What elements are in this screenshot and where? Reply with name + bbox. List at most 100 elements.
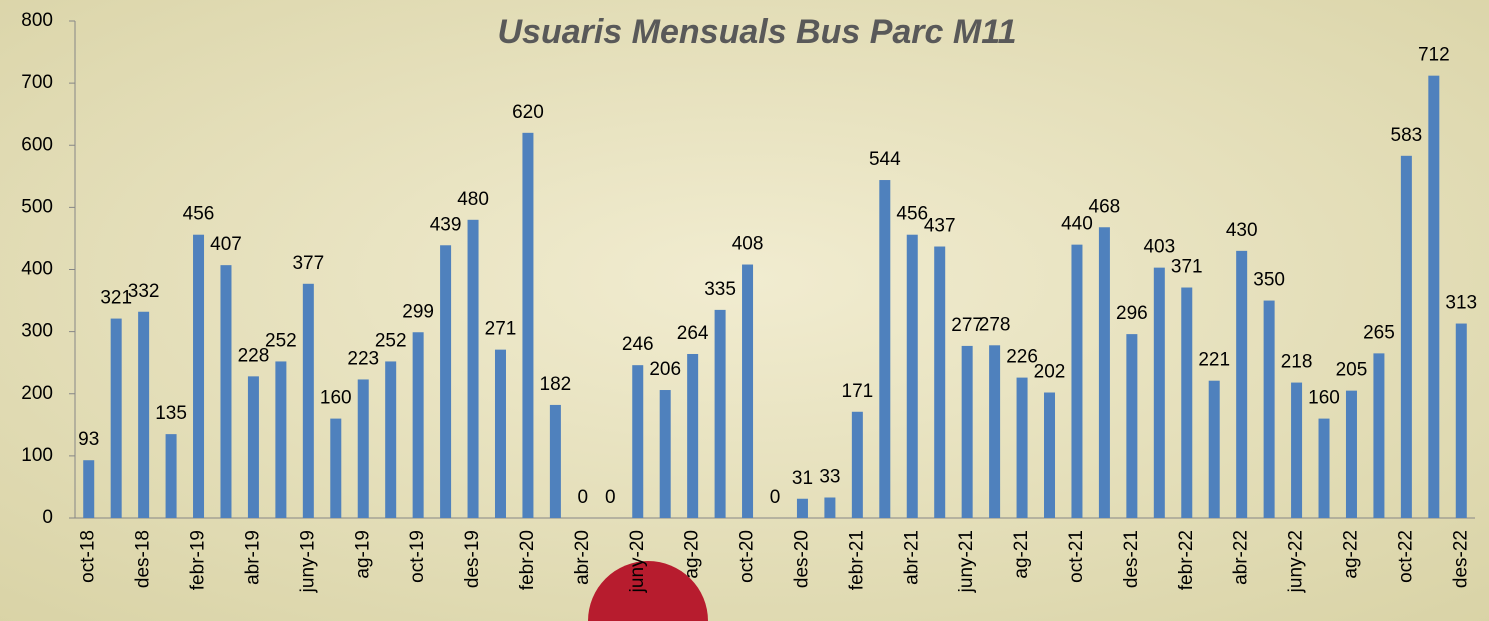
bar <box>934 246 946 519</box>
bar <box>1126 334 1138 518</box>
bar <box>989 345 1001 518</box>
x-tick-label: ag-20 <box>682 530 703 579</box>
bar <box>1455 323 1467 518</box>
x-tick-label: abr-20 <box>572 530 593 585</box>
x-tick-label: febr-20 <box>517 530 538 590</box>
y-tick-label: 0 <box>42 507 53 528</box>
y-tick-label: 800 <box>21 10 53 31</box>
x-tick-label: oct-22 <box>1395 530 1416 583</box>
data-label: 265 <box>1363 322 1395 343</box>
bar <box>138 311 150 518</box>
bar <box>1153 267 1165 518</box>
data-label: 468 <box>1089 196 1121 217</box>
bar <box>549 404 561 518</box>
bar <box>1345 390 1357 518</box>
bar <box>632 365 644 518</box>
bar <box>110 318 122 518</box>
data-label: 437 <box>924 216 956 237</box>
bar <box>1044 392 1056 518</box>
x-tick-label: ag-22 <box>1340 530 1361 579</box>
y-tick-label: 600 <box>21 134 53 155</box>
data-label: 0 <box>770 487 781 508</box>
data-label: 296 <box>1116 303 1148 324</box>
bar <box>1291 382 1303 518</box>
bar <box>275 361 287 518</box>
bar <box>165 434 177 518</box>
x-tick-label: febr-22 <box>1176 530 1197 590</box>
data-label: 271 <box>485 319 517 340</box>
data-label: 321 <box>100 288 132 309</box>
bar <box>220 265 232 518</box>
chart-title: Usuaris Mensuals Bus Parc M11 <box>497 13 1016 51</box>
data-label: 218 <box>1281 352 1313 373</box>
x-tick-label: des-21 <box>1121 530 1142 588</box>
x-tick-label: febr-21 <box>846 530 867 590</box>
bar <box>1016 377 1028 518</box>
bar <box>1181 287 1193 518</box>
data-label: 544 <box>869 149 901 170</box>
y-tick-label: 700 <box>21 72 53 93</box>
data-label: 620 <box>512 102 544 123</box>
x-tick-label: des-19 <box>462 530 483 588</box>
bar <box>385 361 397 518</box>
data-label: 277 <box>951 315 983 336</box>
data-label: 221 <box>1198 350 1230 371</box>
data-label: 439 <box>430 214 462 235</box>
bar <box>83 460 95 518</box>
data-label: 135 <box>155 403 187 424</box>
bar <box>796 498 808 518</box>
data-label: 264 <box>677 323 709 344</box>
x-tick-label: oct-19 <box>407 530 428 583</box>
bar <box>247 376 259 518</box>
y-tick-label: 100 <box>21 445 53 466</box>
x-tick-label: des-18 <box>133 530 154 588</box>
bar <box>522 132 534 518</box>
data-label: 246 <box>622 334 654 355</box>
bar <box>1400 155 1412 518</box>
data-label: 335 <box>704 279 736 300</box>
x-tick-label: oct-18 <box>78 530 99 583</box>
data-label: 430 <box>1226 220 1258 241</box>
bar <box>1428 75 1440 519</box>
x-tick-label: oct-20 <box>737 530 758 583</box>
data-label: 223 <box>347 348 379 369</box>
bar <box>879 180 891 519</box>
data-label: 377 <box>292 253 324 274</box>
x-tick-label: febr-19 <box>188 530 209 590</box>
data-label: 0 <box>605 487 616 508</box>
bar <box>906 234 918 518</box>
x-tick-label: ag-21 <box>1011 530 1032 579</box>
x-tick-label: des-22 <box>1450 530 1471 588</box>
bar <box>824 497 836 518</box>
bar <box>494 349 506 518</box>
x-tick-label: ag-19 <box>352 530 373 579</box>
x-tick-label: des-20 <box>791 530 812 588</box>
bar <box>467 219 479 519</box>
bar <box>1373 353 1385 518</box>
bar <box>302 283 314 518</box>
bar <box>1236 250 1248 519</box>
data-label: 456 <box>183 204 215 225</box>
y-tick-label: 300 <box>21 321 53 342</box>
bar <box>742 264 754 518</box>
x-tick-label: abr-21 <box>901 530 922 585</box>
bar <box>714 309 726 518</box>
data-label: 408 <box>732 234 764 255</box>
data-label: 332 <box>128 281 160 302</box>
data-label: 171 <box>842 381 874 402</box>
bar <box>193 234 205 518</box>
data-label: 712 <box>1418 45 1450 66</box>
bar <box>440 245 452 519</box>
data-label: 403 <box>1143 237 1175 258</box>
y-tick-label: 200 <box>21 383 53 404</box>
bar <box>687 353 699 518</box>
bar <box>961 345 973 518</box>
data-label: 583 <box>1391 125 1423 146</box>
data-label: 160 <box>320 388 352 409</box>
x-tick-label: juny-19 <box>297 530 318 593</box>
data-label: 480 <box>457 189 489 210</box>
bar <box>1263 300 1275 518</box>
y-tick-label: 500 <box>21 196 53 217</box>
data-label: 299 <box>402 301 434 322</box>
data-label: 228 <box>238 345 270 366</box>
